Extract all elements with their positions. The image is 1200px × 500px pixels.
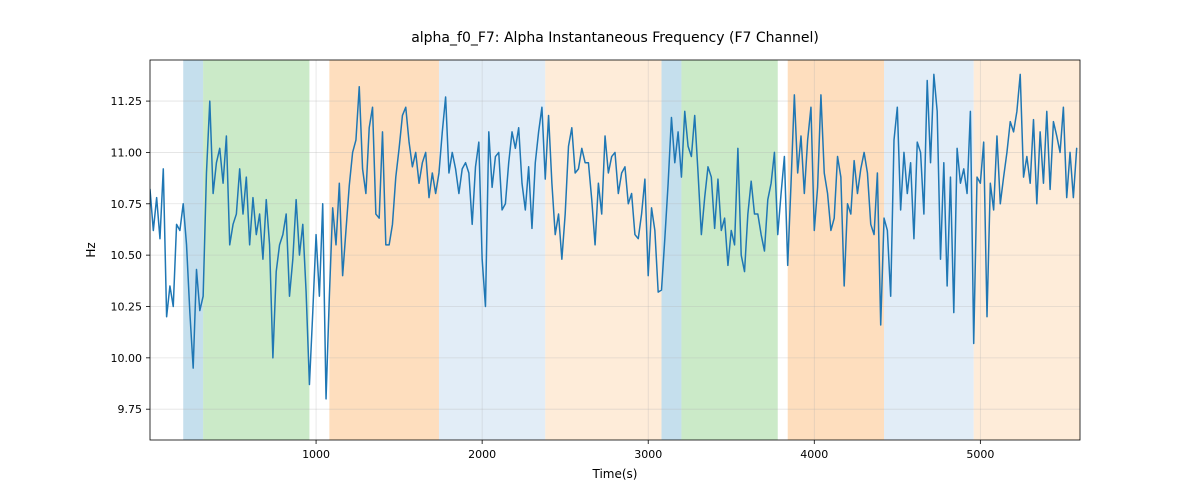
x-tick-label: 2000 <box>468 448 496 461</box>
band-3 <box>439 60 545 440</box>
x-tick-label: 5000 <box>966 448 994 461</box>
y-tick-label: 10.75 <box>111 198 143 211</box>
y-tick-label: 11.25 <box>111 95 143 108</box>
y-tick-label: 9.75 <box>118 403 143 416</box>
x-tick-label: 4000 <box>800 448 828 461</box>
chart-container: 1000 2000 3000 4000 5000 9.75 10.00 10.25 10.50 1… <box>0 0 1200 500</box>
y-axis-label: Hz <box>84 242 98 257</box>
y-tick-label: 10.00 <box>111 352 143 365</box>
y-tick-label: 11.00 <box>111 146 143 159</box>
x-axis-label: Time(s) <box>592 467 638 481</box>
y-tick-label: 10.50 <box>111 249 143 262</box>
band-2 <box>329 60 439 440</box>
x-tick-label: 1000 <box>302 448 330 461</box>
x-tick-label: 3000 <box>634 448 662 461</box>
y-tick-label: 10.25 <box>111 300 143 313</box>
chart-svg: 1000 2000 3000 4000 5000 9.75 10.00 10.25 10.50 1… <box>0 0 1200 500</box>
band-8 <box>788 60 884 440</box>
chart-title: alpha_f0_F7: Alpha Instantaneous Frequen… <box>411 30 819 46</box>
band-7 <box>778 60 788 440</box>
